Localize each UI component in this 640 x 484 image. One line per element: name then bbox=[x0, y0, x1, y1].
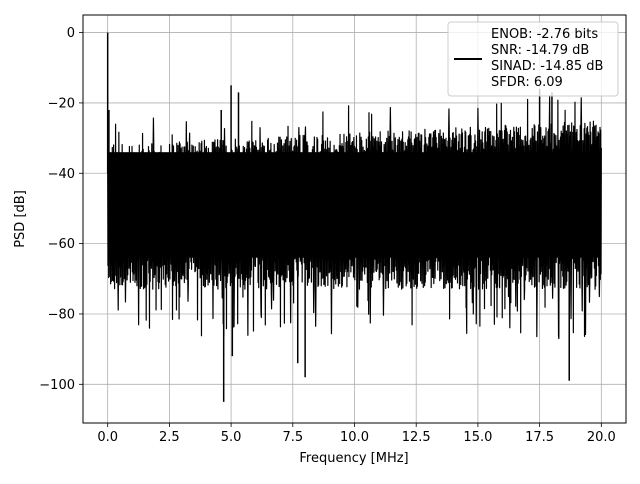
y-axis-label: PSD [dB] bbox=[13, 190, 28, 248]
x-tick-label: 17.5 bbox=[525, 430, 554, 445]
axis-ticks: 0.0 2.5 5.0 7.5 10.0 12.5 15.0 17.5 20.0 0 −20 −40 −… bbox=[39, 26, 616, 445]
legend-sfdr: SFDR: 6.09 bbox=[491, 75, 563, 90]
legend-sinad: SINAD: -14.85 dB bbox=[491, 59, 603, 74]
x-tick-label: 2.5 bbox=[159, 430, 180, 445]
x-tick-label: 7.5 bbox=[282, 430, 303, 445]
y-tick-label: −60 bbox=[48, 237, 75, 252]
y-tick-label: −20 bbox=[48, 96, 75, 111]
y-tick-label: −80 bbox=[48, 307, 75, 322]
x-tick-label: 10.0 bbox=[340, 430, 369, 445]
x-axis-label: Frequency [MHz] bbox=[299, 451, 408, 466]
legend-snr: SNR: -14.79 dB bbox=[491, 43, 589, 58]
y-tick-label: −40 bbox=[48, 167, 75, 182]
x-tick-label: 15.0 bbox=[463, 430, 492, 445]
plot-area bbox=[106, 32, 602, 402]
legend: ENOB: -2.76 bits SNR: -14.79 dB SINAD: -… bbox=[447, 21, 619, 97]
x-tick-label: 0.0 bbox=[97, 430, 118, 445]
psd-trace bbox=[107, 94, 602, 340]
y-tick-label: −100 bbox=[39, 378, 75, 393]
legend-enob: ENOB: -2.76 bits bbox=[491, 27, 598, 42]
x-tick-label: 20.0 bbox=[587, 430, 616, 445]
x-tick-label: 12.5 bbox=[402, 430, 431, 445]
x-tick-label: 5.0 bbox=[221, 430, 242, 445]
y-tick-label: 0 bbox=[67, 26, 75, 41]
legend-box bbox=[447, 21, 619, 97]
